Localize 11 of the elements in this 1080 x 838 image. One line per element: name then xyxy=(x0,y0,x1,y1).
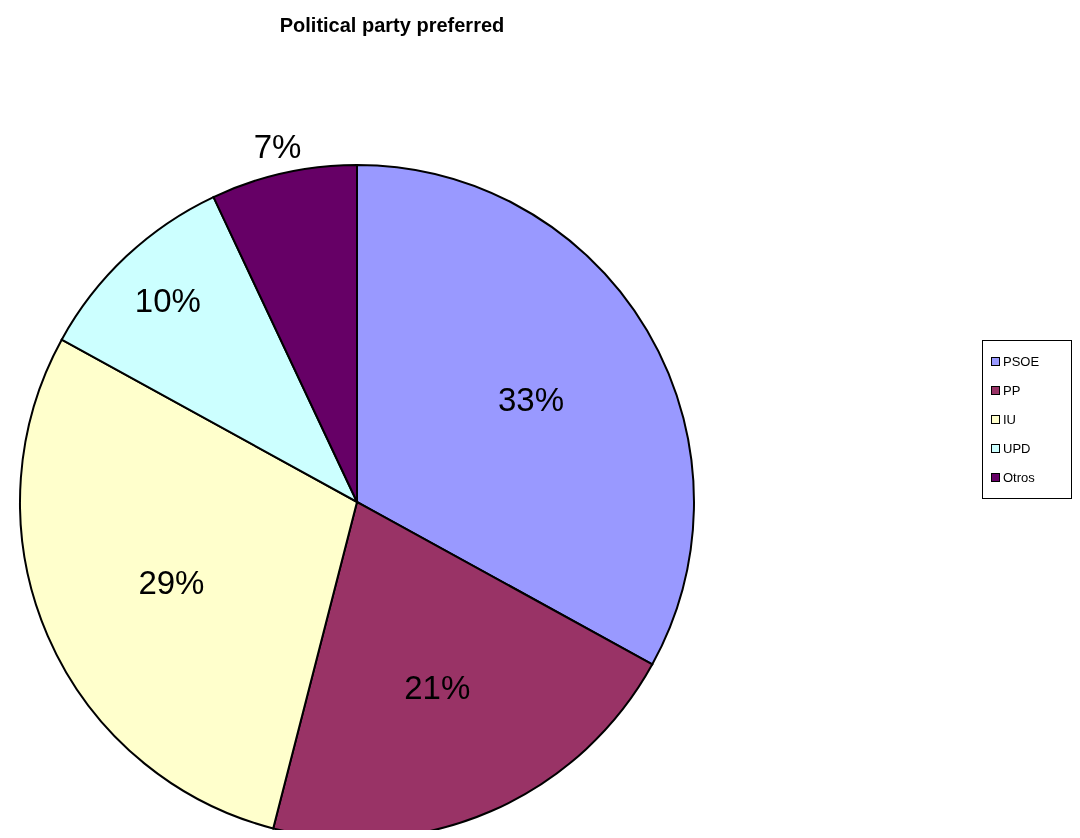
chart-title: Political party preferred xyxy=(278,14,506,37)
legend-label: IU xyxy=(1003,411,1016,427)
data-label: 10% xyxy=(134,282,201,320)
data-label: 33% xyxy=(498,380,565,418)
legend-label: UPD xyxy=(1003,440,1031,456)
data-label: 29% xyxy=(138,563,205,601)
legend-label: Otros xyxy=(1003,469,1035,485)
legend-label: PSOE xyxy=(1003,353,1040,369)
legend-label: PP xyxy=(1003,382,1021,398)
data-label: 21% xyxy=(404,669,471,707)
data-label: 7% xyxy=(253,128,302,166)
